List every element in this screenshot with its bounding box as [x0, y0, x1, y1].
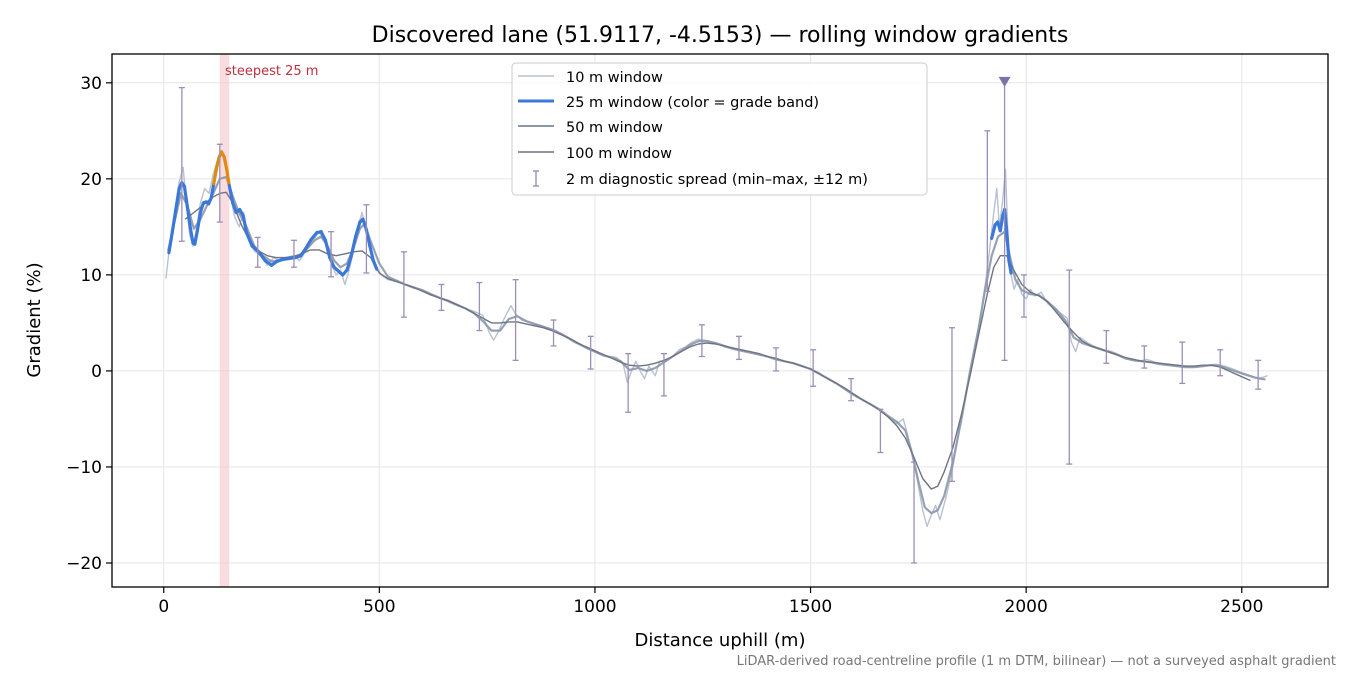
- steepest-band-label: steepest 25 m: [225, 64, 318, 79]
- steepest-band: [219, 54, 230, 587]
- y-tick-label: 0: [91, 362, 102, 382]
- series-segment-25m: [198, 201, 206, 215]
- x-tick-label: 0: [158, 597, 169, 617]
- series-segment-25m: [990, 223, 997, 240]
- legend-box: [511, 62, 928, 196]
- series-segment-25m: [170, 207, 178, 234]
- legend-swatch-errorbar: [533, 170, 539, 187]
- series-segment-25m: [244, 231, 254, 248]
- series-segment-25m: [222, 155, 229, 171]
- axis-ticks: 0 500 1000 1500 2000 2500 −20 −10 0 10 20 30: [66, 74, 1263, 617]
- legend-label-25m: 25 m window (color = grade band): [566, 95, 819, 111]
- x-tick-label: 500: [363, 597, 395, 617]
- x-tick-label: 1500: [789, 597, 832, 617]
- y-tick-label: 30: [80, 74, 102, 94]
- series-segment-25m: [188, 227, 195, 245]
- series-segment-25m: [209, 182, 216, 200]
- series-segment-25m: [182, 184, 190, 210]
- series-segment-25m: [371, 258, 379, 271]
- steepest-band-rect: [219, 54, 230, 587]
- series-segment-25m: [241, 213, 249, 235]
- series-line-100m: [184, 191, 1251, 490]
- x-tick-label: 1000: [573, 597, 616, 617]
- error-bars: [178, 80, 1262, 564]
- series-segment-25m: [185, 206, 193, 231]
- peak-marker: [998, 76, 1011, 87]
- series-segment-25m: [257, 250, 267, 263]
- series-segment-25m: [323, 238, 332, 260]
- y-axis-label: Gradient (%): [24, 262, 45, 377]
- x-tick-label: 2500: [1220, 597, 1263, 617]
- x-axis-label: Distance uphill (m): [635, 630, 806, 651]
- chart-title: Discovered lane (51.9117, -4.5153) — rol…: [372, 23, 1069, 48]
- y-tick-label: 20: [80, 170, 102, 190]
- peak-marker-layer: [998, 76, 1011, 87]
- y-tick-label: −20: [66, 554, 102, 574]
- legend-label-50m: 50 m window: [566, 120, 663, 136]
- series-segment-25m: [174, 186, 181, 212]
- plot-frame: [111, 53, 1329, 588]
- series-segment-25m: [212, 167, 218, 186]
- x-tick-label: 2000: [1005, 597, 1048, 617]
- series-segment-25m: [368, 244, 375, 263]
- series-segment-25m: [319, 230, 328, 242]
- legend-label-errorbar: 2 m diagnostic spread (min–max, ±12 m): [566, 172, 868, 188]
- legend-label-10m: 10 m window: [566, 70, 663, 86]
- series-segment-25m: [193, 229, 199, 246]
- series-segment-25m: [214, 156, 221, 171]
- series-segment-25m: [354, 220, 362, 239]
- series-segment-25m: [1007, 258, 1013, 275]
- series-segment-25m: [167, 230, 174, 255]
- y-tick-label: −10: [66, 458, 102, 478]
- series-segment-25m: [227, 183, 235, 205]
- series-segment-25m: [1005, 230, 1011, 263]
- y-tick-label: 10: [80, 266, 102, 286]
- series-segment-25m: [345, 254, 353, 272]
- legend: 10 m window 25 m window (color = grade b…: [511, 62, 928, 196]
- footnote: LiDAR-derived road-centreline profile (1…: [737, 654, 1336, 669]
- series-segment-25m: [998, 213, 1005, 233]
- series-segment-25m: [304, 237, 313, 250]
- series-segment-25m: [349, 234, 358, 258]
- series-segment-25m: [225, 167, 231, 188]
- series-segment-25m: [195, 210, 202, 233]
- legend-label-100m: 100 m window: [566, 146, 672, 162]
